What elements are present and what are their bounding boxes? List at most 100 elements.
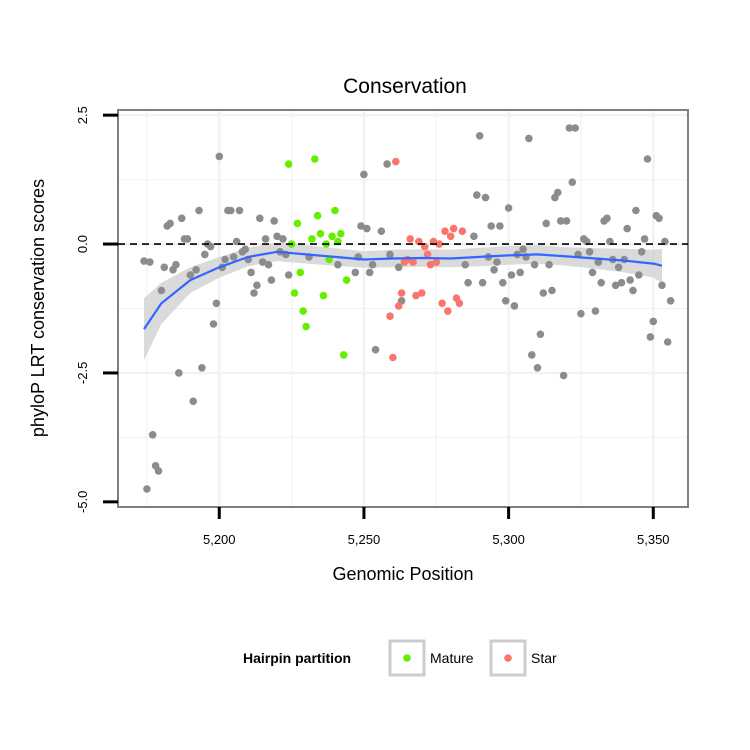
point-other-108 bbox=[585, 248, 594, 256]
point-other-118 bbox=[614, 263, 623, 272]
point-other-19 bbox=[195, 206, 203, 215]
point-other-67 bbox=[464, 278, 472, 287]
point-other-60 bbox=[371, 345, 380, 354]
point-other-74 bbox=[487, 222, 496, 230]
point-other-5 bbox=[154, 467, 163, 475]
point-other-135 bbox=[663, 338, 672, 346]
point-mature-15 bbox=[331, 206, 339, 215]
point-other-81 bbox=[507, 271, 516, 279]
legend-label-star: Star bbox=[531, 650, 557, 666]
point-other-18 bbox=[192, 266, 200, 274]
point-other-46 bbox=[273, 232, 281, 241]
point-mature-8 bbox=[311, 155, 319, 163]
point-other-62 bbox=[383, 160, 391, 168]
point-other-40 bbox=[255, 214, 264, 223]
legend-item-mature: Mature bbox=[388, 639, 474, 677]
point-other-11 bbox=[172, 260, 180, 269]
point-mature-2 bbox=[290, 289, 299, 297]
point-other-3 bbox=[148, 431, 157, 439]
point-mature-0 bbox=[284, 160, 293, 168]
point-other-77 bbox=[496, 222, 504, 230]
point-other-6 bbox=[157, 286, 166, 295]
point-other-1 bbox=[143, 485, 151, 493]
point-mature-4 bbox=[296, 268, 305, 277]
point-other-39 bbox=[253, 281, 261, 290]
point-mature-18 bbox=[339, 351, 348, 359]
point-other-30 bbox=[227, 206, 235, 215]
point-other-25 bbox=[212, 299, 221, 308]
point-star-16 bbox=[432, 258, 441, 266]
point-star-2 bbox=[392, 157, 400, 166]
y-tick-label-2: 0.0 bbox=[75, 235, 90, 253]
point-star-1 bbox=[389, 353, 397, 362]
legend-dot-star bbox=[504, 654, 512, 662]
point-mature-14 bbox=[328, 232, 336, 241]
point-other-75 bbox=[490, 266, 498, 274]
point-other-17 bbox=[189, 397, 197, 406]
point-other-15 bbox=[183, 235, 192, 243]
point-other-33 bbox=[235, 206, 244, 215]
point-other-123 bbox=[629, 286, 637, 295]
point-mature-11 bbox=[319, 291, 328, 300]
point-other-53 bbox=[351, 268, 360, 277]
point-other-87 bbox=[525, 134, 533, 143]
point-other-114 bbox=[603, 214, 611, 223]
legend-title: Hairpin partition bbox=[243, 650, 351, 666]
y-axis-title: phyloP LRT conservation scores bbox=[28, 179, 48, 437]
point-other-64 bbox=[394, 263, 403, 272]
point-other-82 bbox=[510, 302, 519, 310]
point-other-93 bbox=[542, 219, 550, 228]
point-other-45 bbox=[270, 217, 279, 225]
point-other-35 bbox=[241, 245, 250, 253]
point-other-58 bbox=[365, 268, 374, 277]
point-other-105 bbox=[577, 309, 585, 318]
point-star-21 bbox=[446, 232, 455, 241]
point-other-90 bbox=[533, 364, 542, 372]
point-other-2 bbox=[146, 258, 154, 266]
point-other-117 bbox=[611, 281, 620, 290]
point-star-14 bbox=[426, 260, 435, 269]
point-other-78 bbox=[499, 278, 507, 287]
x-tick-label-0: 5,200 bbox=[203, 532, 236, 547]
point-star-7 bbox=[406, 235, 415, 243]
point-other-72 bbox=[481, 193, 490, 202]
point-other-63 bbox=[386, 250, 394, 259]
legend-dot-mature bbox=[403, 654, 411, 662]
point-other-91 bbox=[536, 330, 545, 339]
data-points bbox=[140, 124, 675, 493]
point-other-111 bbox=[594, 258, 603, 266]
point-other-48 bbox=[279, 235, 287, 243]
point-other-69 bbox=[473, 191, 481, 199]
point-other-128 bbox=[643, 155, 652, 163]
point-other-50 bbox=[284, 271, 293, 279]
point-other-70 bbox=[475, 132, 484, 140]
point-other-21 bbox=[201, 250, 209, 259]
point-other-97 bbox=[554, 188, 562, 197]
point-other-57 bbox=[363, 224, 371, 233]
point-star-0 bbox=[386, 312, 394, 321]
point-star-17 bbox=[435, 240, 444, 248]
point-other-59 bbox=[368, 260, 377, 269]
point-other-43 bbox=[264, 260, 273, 269]
point-other-112 bbox=[597, 278, 605, 287]
point-other-56 bbox=[360, 170, 368, 179]
point-other-55 bbox=[357, 222, 365, 230]
point-mature-5 bbox=[299, 307, 308, 315]
point-other-127 bbox=[640, 235, 649, 243]
point-other-132 bbox=[655, 214, 663, 223]
point-other-102 bbox=[568, 178, 577, 186]
point-other-126 bbox=[637, 248, 646, 256]
point-other-98 bbox=[556, 217, 565, 225]
point-other-130 bbox=[649, 317, 658, 326]
point-other-136 bbox=[666, 297, 675, 305]
point-other-26 bbox=[215, 152, 224, 161]
confidence-band bbox=[144, 242, 662, 361]
point-other-99 bbox=[559, 371, 568, 380]
legend-item-star: Star bbox=[489, 639, 557, 677]
point-other-24 bbox=[209, 320, 218, 328]
axes: 5,200 5,250 5,300 5,350 -5.0 -2.5 0.0 2.5 bbox=[75, 106, 670, 547]
point-other-103 bbox=[571, 124, 579, 132]
point-other-13 bbox=[177, 214, 186, 223]
point-other-88 bbox=[528, 351, 536, 359]
point-other-52 bbox=[334, 260, 342, 269]
